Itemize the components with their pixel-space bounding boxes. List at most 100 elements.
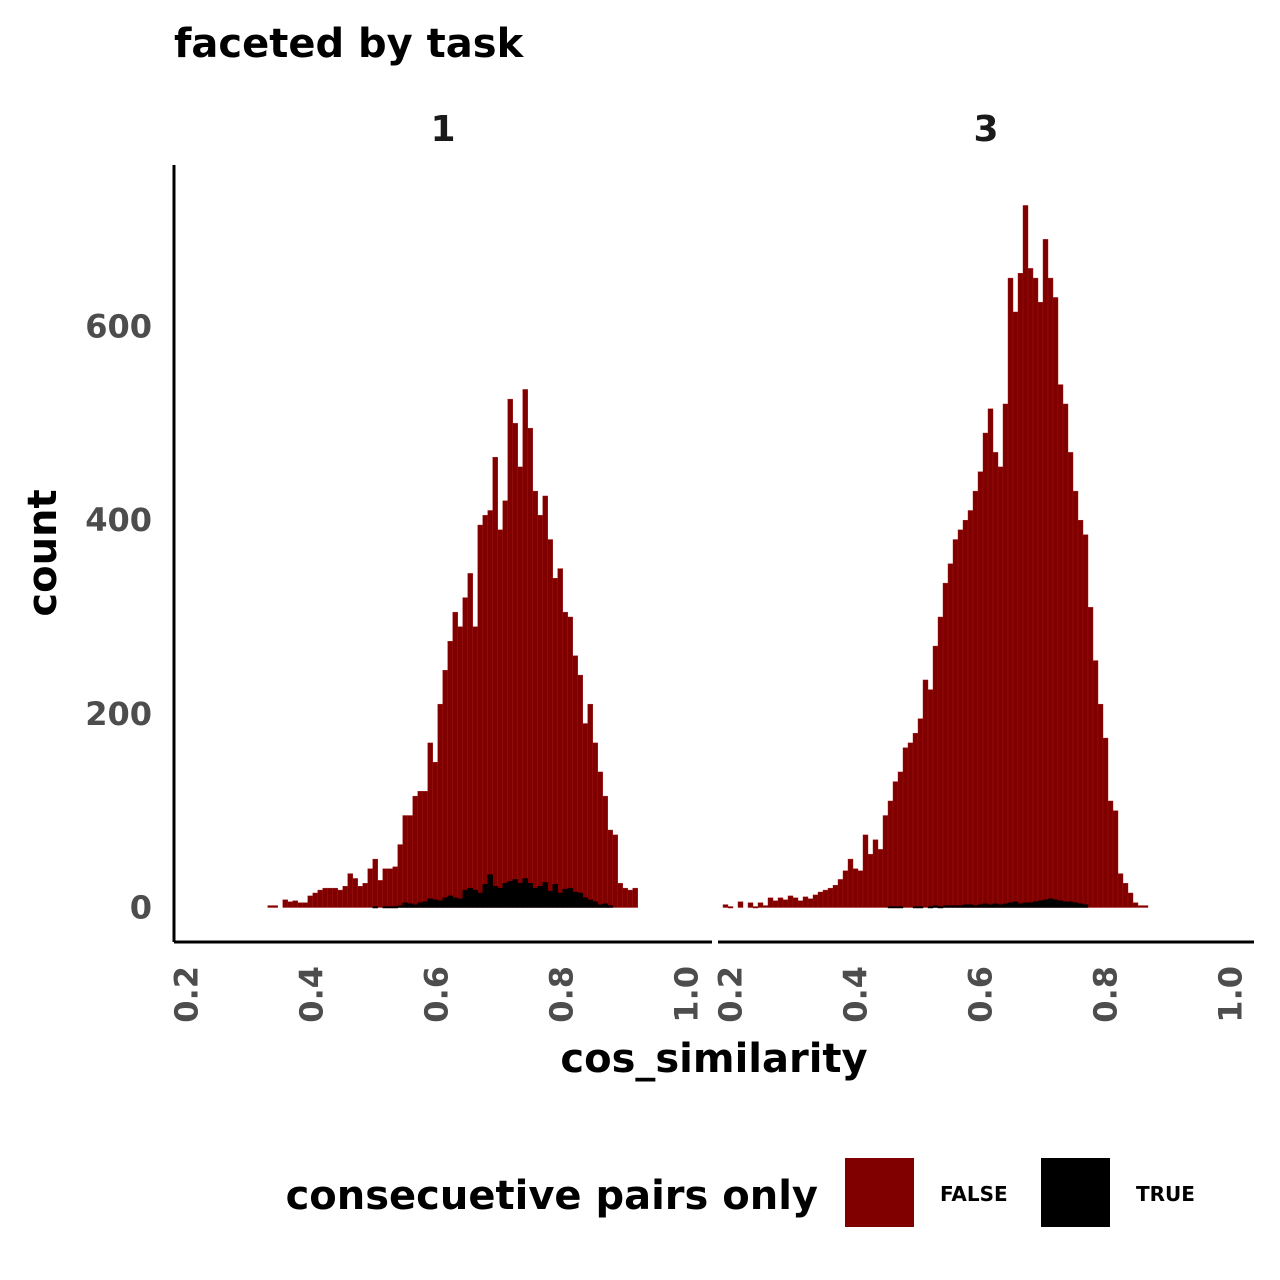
histogram-bar xyxy=(562,611,568,908)
histogram-bar xyxy=(327,887,333,908)
legend-label-true: TRUE xyxy=(1136,1182,1195,1206)
histogram-bar xyxy=(427,898,433,908)
histogram-bar xyxy=(802,896,809,908)
histogram-bar xyxy=(957,905,964,908)
histogram-bar xyxy=(892,781,899,908)
histogram-bar xyxy=(567,616,573,908)
histogram-bar xyxy=(317,889,323,908)
histogram-bar xyxy=(822,889,829,908)
facet-panel-3: 3 0.2 0.4 0.6 0.8 1.0 xyxy=(712,109,1254,1023)
histogram-bar xyxy=(467,887,473,908)
histogram-bar xyxy=(342,886,348,908)
histogram-bar xyxy=(412,904,418,908)
histogram-bar xyxy=(1127,892,1134,908)
series-false-bars xyxy=(267,389,638,908)
histogram-bar xyxy=(917,906,924,909)
histogram-bar xyxy=(962,904,969,908)
histogram-bar xyxy=(982,903,989,908)
histogram-bar xyxy=(927,689,934,908)
histogram-bar xyxy=(857,870,864,908)
histogram-bar xyxy=(1037,900,1044,908)
histogram-bar xyxy=(967,904,974,908)
histogram-bar xyxy=(922,679,929,908)
histogram-bar xyxy=(982,432,989,908)
histogram-bar xyxy=(542,495,548,908)
histogram-bar xyxy=(322,887,328,908)
histogram-bar xyxy=(552,884,558,908)
histogram-bar xyxy=(862,834,869,908)
histogram-bar xyxy=(442,897,448,908)
histogram-bar xyxy=(407,815,413,908)
histogram-bar xyxy=(852,868,859,908)
histogram-bar xyxy=(1097,703,1104,908)
histogram-bar xyxy=(632,887,638,908)
histogram-bar xyxy=(517,883,523,908)
histogram-bar xyxy=(272,905,278,908)
histogram-bar xyxy=(812,894,819,908)
histogram-bar xyxy=(472,889,478,908)
histogram-bar xyxy=(417,791,423,908)
histogram-bar xyxy=(1032,901,1039,908)
histogram-bar xyxy=(442,670,448,908)
histogram-bar xyxy=(557,892,563,908)
histogram-bar xyxy=(462,889,468,908)
histogram-bar xyxy=(487,510,493,908)
histogram-bar xyxy=(447,895,453,908)
histogram-bar xyxy=(507,398,513,908)
histogram-bar xyxy=(972,905,979,908)
histogram-bar xyxy=(502,883,508,908)
x-tick-label: 0.8 xyxy=(1087,966,1125,1023)
x-tick-label: 1.0 xyxy=(668,966,706,1023)
histogram-bar xyxy=(1022,205,1029,908)
histogram-bar xyxy=(567,887,573,908)
histogram-bar xyxy=(512,879,518,908)
facet-panel-1: 1 0.2 0.4 0.6 0.8 1.0 xyxy=(168,109,712,1023)
histogram-bar xyxy=(947,905,954,908)
facet-strip-label: 3 xyxy=(973,109,998,150)
histogram-bar xyxy=(1082,534,1089,908)
histogram-bar xyxy=(757,902,764,908)
histogram-bar xyxy=(722,904,729,908)
y-tick-label: 400 xyxy=(85,501,152,539)
histogram-bar xyxy=(1057,384,1064,908)
histogram-bar xyxy=(987,904,994,908)
histogram-bar xyxy=(307,895,313,908)
series-false-bars xyxy=(722,205,1149,909)
histogram-bar xyxy=(1102,737,1109,908)
histogram-bar xyxy=(877,849,884,908)
legend: consecuetive pairs only FALSE TRUE xyxy=(286,1158,1195,1227)
histogram-bar xyxy=(362,883,368,908)
histogram-bar xyxy=(1122,883,1129,908)
histogram-bar xyxy=(792,897,799,908)
histogram-bar xyxy=(1067,452,1074,908)
histogram-bar xyxy=(612,834,618,908)
histogram-bar xyxy=(977,904,984,908)
histogram-bar xyxy=(997,904,1004,908)
histogram-bar xyxy=(522,389,528,908)
series-true-bars xyxy=(372,874,613,909)
histogram-bar xyxy=(947,563,954,908)
histogram-bar xyxy=(467,573,473,908)
histogram-bar xyxy=(917,718,924,908)
histogram-bar xyxy=(462,597,468,908)
histogram-bar xyxy=(372,858,378,908)
histogram-bar xyxy=(817,891,824,908)
histogram-bar xyxy=(1107,800,1114,908)
histogram-bar xyxy=(932,645,939,908)
histogram-bar xyxy=(942,905,949,908)
histogram-bar xyxy=(1077,519,1084,908)
histogram-bar xyxy=(332,887,338,908)
histogram-bar xyxy=(987,408,994,908)
histogram-bar xyxy=(842,870,849,908)
x-tick-label: 0.4 xyxy=(293,966,331,1023)
histogram-bar xyxy=(932,905,939,908)
histogram-bar xyxy=(747,902,754,908)
histogram-bar xyxy=(807,898,814,908)
histogram-bar xyxy=(1007,277,1014,908)
histogram-bar xyxy=(1002,403,1009,908)
series-true-bars xyxy=(887,898,1089,909)
histogram-bar xyxy=(387,906,393,909)
histogram-bar xyxy=(937,616,944,908)
histogram-bar xyxy=(582,897,588,908)
